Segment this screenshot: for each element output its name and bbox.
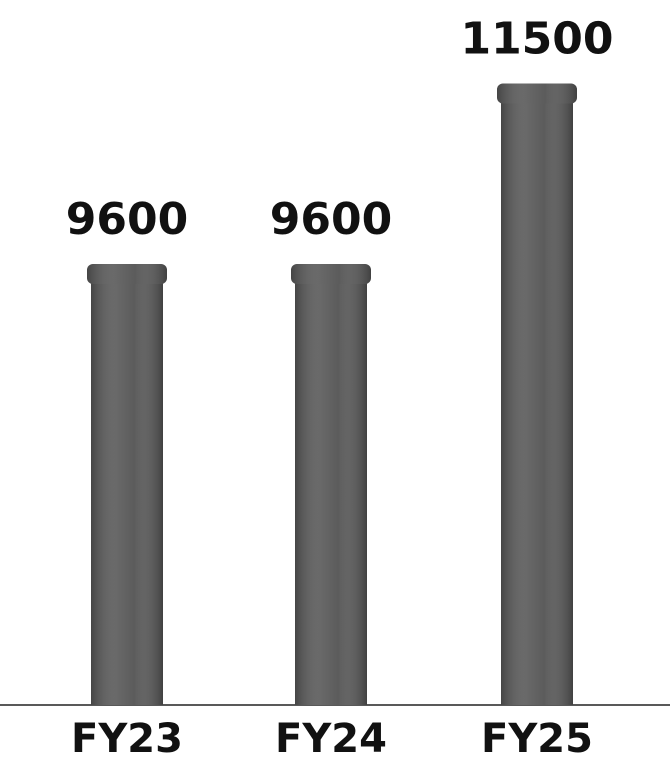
pipe-cap-shade	[87, 264, 167, 284]
value-label: 9600	[270, 194, 392, 245]
pipe-shade	[295, 268, 367, 705]
value-label: 11500	[460, 14, 613, 65]
x-tick-label: FY23	[71, 716, 183, 762]
pipe-shade	[501, 87, 573, 705]
pipe-shade	[91, 268, 163, 705]
x-tick-label: FY25	[481, 716, 593, 762]
pipe-cap-shade	[291, 264, 371, 284]
value-label: 9600	[66, 194, 188, 245]
x-tick-label: FY24	[275, 716, 387, 762]
pipe-cap-shade	[497, 83, 577, 104]
